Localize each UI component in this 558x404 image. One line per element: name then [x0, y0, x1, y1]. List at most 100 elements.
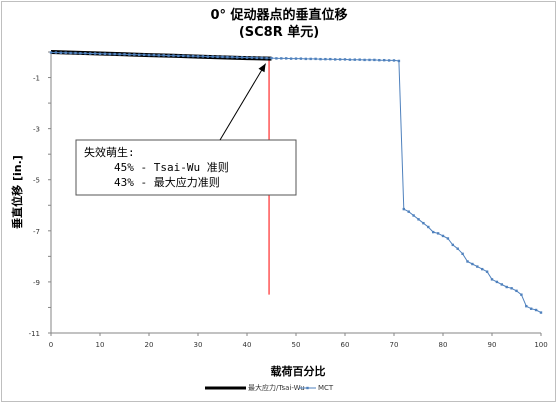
mct-point: [49, 51, 53, 54]
x-tick-label: 70: [390, 341, 399, 349]
mct-point: [64, 51, 67, 54]
mct-point: [294, 57, 298, 60]
mct-point: [412, 214, 415, 217]
annotation-line: 45% - Tsai-Wu 准则: [114, 161, 229, 174]
x-tick-label: 0: [49, 341, 53, 349]
x-tick-label: 100: [534, 341, 547, 349]
y-tick-label: -3: [33, 126, 40, 134]
mct-point: [206, 55, 209, 58]
mct-point: [441, 234, 445, 238]
mct-point: [157, 54, 160, 57]
mct-point: [128, 53, 131, 56]
mct-point: [383, 58, 386, 62]
annotation-arrow-line: [219, 63, 267, 141]
mct-point: [319, 57, 322, 61]
mct-point: [530, 307, 533, 310]
mct-point: [177, 54, 180, 58]
mct-point: [368, 58, 371, 62]
mct-point: [505, 285, 508, 289]
mct-point: [525, 304, 528, 308]
y-tick-label: -1: [33, 75, 40, 83]
mct-point: [216, 55, 219, 59]
annotation-arrowhead: [258, 63, 266, 73]
mct-point: [187, 54, 190, 58]
x-tick-label: 40: [243, 341, 252, 349]
mct-point: [152, 53, 156, 57]
mct-point: [289, 57, 293, 60]
mct-point: [353, 58, 356, 61]
mct-point: [432, 230, 435, 234]
mct-point: [481, 267, 484, 271]
mct-point: [348, 58, 352, 61]
x-tick-label: 30: [194, 341, 203, 349]
mct-point: [265, 56, 268, 60]
mct-point: [427, 225, 430, 229]
mct-point: [236, 56, 239, 59]
mct-point: [250, 56, 254, 59]
annotation-box: [75, 139, 297, 196]
x-tick-label: 60: [341, 341, 350, 349]
mct-point: [461, 252, 464, 256]
mct-point: [500, 283, 503, 286]
mct-point: [270, 56, 273, 60]
mct-point: [79, 52, 82, 55]
mct-point: [69, 51, 72, 55]
axes: 0 10 20 30 40 50 60 70 80 90 100 -1 -3 -5 -7 -9 -11: [29, 51, 548, 349]
chart-subtitle: (SC8R 单元): [239, 24, 319, 40]
x-tick-label: 10: [96, 341, 105, 349]
legend-marker-mct: [306, 386, 309, 390]
mct-point: [108, 52, 111, 56]
mct-point: [89, 52, 92, 55]
mct-point: [103, 52, 107, 55]
x-axis-title: 载荷百分比: [271, 364, 326, 378]
legend-label-max-stress: 最大应力/Tsai-Wu: [248, 383, 305, 392]
mct-point: [471, 262, 474, 266]
chart-title: 0° 促动器点的垂直位移: [210, 7, 347, 23]
mct-point: [436, 232, 440, 235]
mct-point: [123, 53, 126, 56]
mct-point: [211, 55, 214, 58]
mct-point: [539, 311, 543, 314]
mct-point: [138, 53, 141, 57]
mct-point: [485, 270, 489, 273]
x-tick-label: 90: [488, 341, 497, 349]
mct-point: [245, 56, 249, 59]
mct-point: [407, 210, 410, 213]
mct-point: [378, 58, 381, 62]
mct-point: [240, 56, 244, 59]
mct-point: [84, 52, 87, 55]
mct-point: [392, 59, 396, 62]
mct-point: [373, 58, 376, 62]
mct-point: [54, 51, 58, 54]
y-tick-label: -9: [33, 279, 40, 287]
y-axis-title: 垂直位移 [in.]: [10, 155, 24, 229]
mct-point: [196, 55, 200, 58]
mct-point: [314, 57, 317, 61]
annotation-line: 失效萌生:: [84, 145, 135, 159]
mct-point: [98, 52, 102, 55]
mct-point: [255, 56, 258, 60]
mct-point: [162, 54, 165, 57]
mct-point: [358, 58, 361, 61]
mct-point: [275, 57, 278, 60]
x-tick-label: 50: [292, 341, 301, 349]
mct-point: [142, 53, 146, 57]
mct-point: [451, 243, 454, 247]
mct-point: [490, 278, 494, 281]
mct-point: [93, 52, 97, 55]
mct-point: [59, 51, 62, 54]
mct-point: [226, 55, 229, 59]
mct-point: [495, 280, 499, 284]
mct-point: [231, 55, 234, 59]
mct-point: [299, 57, 303, 60]
mct-point: [402, 207, 405, 211]
mct-point: [338, 58, 342, 61]
mct-point: [191, 54, 195, 58]
mct-point: [309, 57, 312, 61]
mct-point: [387, 59, 391, 62]
legend-label-mct: MCT: [318, 384, 334, 392]
x-tick-label: 80: [439, 341, 448, 349]
series-group: [49, 50, 543, 314]
